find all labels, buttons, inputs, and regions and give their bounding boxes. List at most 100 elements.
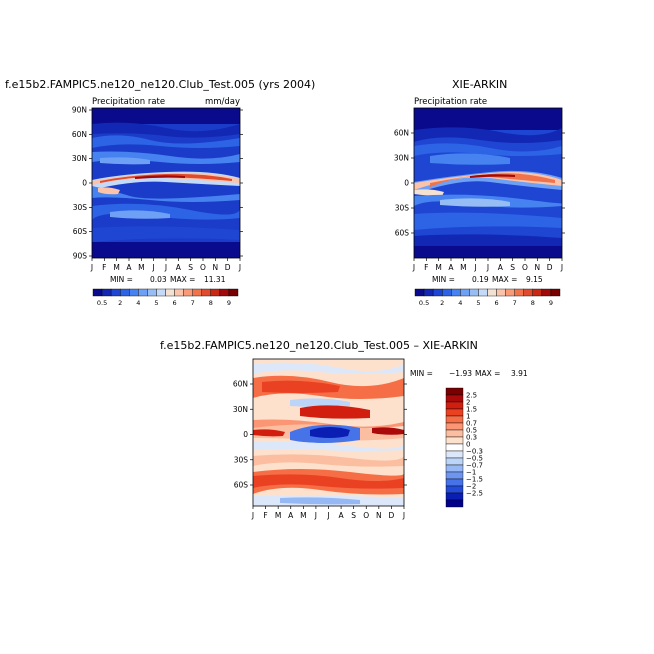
panel-obs-colorbar-label: 0.5 bbox=[419, 299, 429, 307]
panel-diff-xtick-label: J bbox=[251, 511, 254, 520]
panel-diff-colorbar-label: −2.5 bbox=[466, 490, 483, 498]
panel-obs-title: XIE-ARKIN bbox=[452, 78, 507, 91]
panel-obs-colorbar-label: 7 bbox=[513, 299, 517, 307]
panel-diff-xtick-label: J bbox=[326, 511, 329, 520]
panel-diff-colorbar: 2.521.510.70.50.30−0.3−0.5−0.7−1−1.5−2−2… bbox=[445, 387, 483, 508]
panel-diff-xtick-label: S bbox=[351, 511, 356, 520]
panel-diff-max-label: MAX = bbox=[475, 369, 500, 378]
panel-model-xtick-label: A bbox=[126, 263, 132, 272]
panel-model-colorbar-swatch bbox=[219, 288, 230, 297]
panel-obs-ytick-label: 30N bbox=[394, 154, 409, 163]
panel-obs-min-value: 0.19 bbox=[472, 275, 489, 284]
panel-diff-colorbar-label: −2 bbox=[466, 483, 476, 491]
panel-diff-colorbar-label: −1.5 bbox=[466, 476, 483, 484]
panel-model-xtick-label: J bbox=[152, 263, 155, 272]
panel-obs-xtick-label: A bbox=[448, 263, 454, 272]
panel-obs-colorbar-swatch bbox=[532, 288, 543, 297]
panel-model-subtitle: Precipitation rate bbox=[92, 97, 165, 107]
panel-diff-colorbar-swatch bbox=[445, 422, 464, 431]
panel-diff-colorbar-swatch bbox=[445, 401, 464, 410]
panel-model-colorbar-swatch bbox=[110, 288, 121, 297]
panel-obs-colorbar-swatch bbox=[460, 288, 470, 297]
panel-obs-colorbar-swatch bbox=[487, 288, 497, 297]
panel-diff-colorbar-swatch bbox=[445, 471, 464, 480]
panel-diff-colorbar-swatch bbox=[445, 394, 464, 403]
panel-model-colorbar-label: 6 bbox=[172, 299, 176, 307]
panel-model-ytick-label: 30S bbox=[73, 203, 88, 212]
panel-diff-colorbar-label: −1 bbox=[466, 469, 476, 477]
panel-diff-colorbar-swatch bbox=[445, 408, 464, 417]
panel-obs-xtick-label: J bbox=[474, 263, 477, 272]
panel-obs-xtick-label: A bbox=[498, 263, 504, 272]
panel-model-colorbar-label: 9 bbox=[227, 299, 231, 307]
panel-model-colorbar-label: 0.5 bbox=[97, 299, 107, 307]
panel-model-colorbar-label: 7 bbox=[191, 299, 195, 307]
panel-model-min-label: MIN = bbox=[110, 275, 133, 284]
panel-model-xtick-label: F bbox=[102, 263, 106, 272]
panel-obs-xtick-label: O bbox=[522, 263, 528, 272]
panel-diff-colorbar-swatch bbox=[445, 499, 464, 508]
panel-diff-ytick-label: 60S bbox=[234, 481, 249, 490]
panel-obs-colorbar-swatch bbox=[451, 288, 461, 297]
panel-model-plot bbox=[92, 108, 240, 258]
panel-diff-colorbar-swatch bbox=[445, 387, 464, 396]
panel-obs-colorbar: 0.5 2 4 5 6 7 8 9 bbox=[414, 288, 561, 307]
panel-diff-colorbar-label: −0.5 bbox=[466, 455, 483, 463]
panel-diff-colorbar-swatch bbox=[445, 443, 464, 452]
panel-obs-colorbar-swatch bbox=[514, 288, 524, 297]
panel-model-colorbar-swatch bbox=[119, 288, 130, 297]
panel-model-ytick-label: 60N bbox=[72, 130, 87, 139]
panel-diff-colorbar-swatch bbox=[445, 450, 464, 459]
panel-model: f.e15b2.FAMPIC5.ne120_ne120.Club_Test.00… bbox=[5, 78, 315, 307]
panel-model-units: mm/day bbox=[205, 97, 240, 107]
panel-diff-colorbar-label: −0.7 bbox=[466, 462, 483, 470]
panel-diff-max-value: 3.91 bbox=[511, 369, 528, 378]
panel-diff-yaxis: 60N 30N 0 30S 60S bbox=[233, 380, 407, 490]
panel-model-colorbar-label: 5 bbox=[154, 299, 158, 307]
panel-model-colorbar-swatch bbox=[165, 288, 175, 297]
panel-diff-colorbar-swatch bbox=[445, 492, 464, 501]
panel-obs-xtick-label: J bbox=[486, 263, 489, 272]
panel-obs-xtick-label: J bbox=[560, 263, 563, 272]
panel-obs-colorbar-swatch bbox=[441, 288, 452, 297]
panel-diff-title: f.e15b2.FAMPIC5.ne120_ne120.Club_Test.00… bbox=[160, 339, 478, 352]
panel-obs-colorbar-label: 9 bbox=[549, 299, 553, 307]
panel-model-colorbar-swatch bbox=[228, 288, 239, 297]
panel-model-colorbar-swatch bbox=[101, 288, 112, 297]
panel-diff-ytick-label: 30S bbox=[234, 455, 249, 464]
panel-model-xtick-label: J bbox=[90, 263, 93, 272]
panel-obs-max-value: 9.15 bbox=[526, 275, 543, 284]
panel-obs-xtick-label: M bbox=[460, 263, 466, 272]
panel-obs-plot bbox=[414, 108, 562, 258]
panel-model-xtick-label: M bbox=[113, 263, 119, 272]
panel-model-max-label: MAX = bbox=[170, 275, 195, 284]
panel-obs-ytick-label: 30S bbox=[395, 204, 410, 213]
panel-model-colorbar-swatch bbox=[192, 288, 202, 297]
panel-obs-max-label: MAX = bbox=[492, 275, 517, 284]
panel-diff-xtick-label: N bbox=[376, 511, 382, 520]
panel-model-colorbar-swatch bbox=[147, 288, 157, 297]
panel-model-xtick-label: A bbox=[176, 263, 182, 272]
panel-diff-xtick-label: J bbox=[402, 511, 405, 520]
panel-obs-xtick-label: N bbox=[535, 263, 541, 272]
panel-diff-colorbar-label: −0.3 bbox=[466, 448, 483, 456]
panel-diff-ytick-label: 60N bbox=[233, 380, 248, 389]
panel-obs-subtitle: Precipitation rate bbox=[414, 97, 487, 107]
panel-obs-colorbar-swatch bbox=[478, 288, 488, 297]
panel-diff-colorbar-label: 1.5 bbox=[466, 406, 477, 414]
panel-diff-colorbar-swatch bbox=[445, 457, 464, 466]
panel-model-colorbar-swatch bbox=[92, 288, 103, 297]
panel-diff-colorbar-label: 1 bbox=[466, 413, 470, 421]
panel-diff-colorbar-label: 2 bbox=[466, 399, 470, 407]
panel-obs-colorbar-swatch bbox=[523, 288, 534, 297]
panel-model-xtick-label: D bbox=[225, 263, 231, 272]
panel-diff-colorbar-swatch bbox=[445, 429, 464, 438]
panel-obs-min-label: MIN = bbox=[432, 275, 455, 284]
panel-obs-xtick-label: S bbox=[510, 263, 515, 272]
panel-diff-xtick-label: D bbox=[389, 511, 395, 520]
panel-diff-colorbar-swatch bbox=[445, 478, 464, 487]
